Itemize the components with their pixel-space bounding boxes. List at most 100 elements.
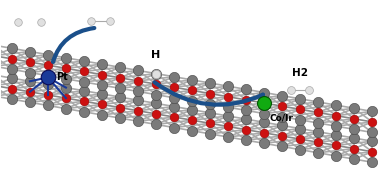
Point bbox=[297, 108, 303, 111]
Point bbox=[81, 89, 87, 92]
Point bbox=[171, 86, 177, 89]
Point bbox=[63, 56, 69, 59]
FancyArrowPatch shape bbox=[155, 82, 263, 105]
Point bbox=[333, 125, 339, 128]
Point bbox=[333, 155, 339, 157]
Point bbox=[225, 115, 231, 117]
Point bbox=[225, 136, 231, 138]
Text: H: H bbox=[151, 49, 161, 60]
Point bbox=[189, 129, 195, 132]
Point bbox=[243, 88, 249, 91]
Point bbox=[261, 131, 267, 134]
Point bbox=[171, 126, 177, 129]
Point bbox=[243, 98, 249, 101]
Point bbox=[369, 140, 375, 143]
Point bbox=[81, 100, 87, 103]
Point bbox=[9, 47, 15, 50]
Point bbox=[88, 19, 94, 22]
Point bbox=[207, 111, 213, 114]
Point bbox=[117, 66, 123, 69]
Point bbox=[15, 21, 21, 24]
Point bbox=[351, 147, 357, 150]
Point bbox=[9, 77, 15, 80]
Point bbox=[153, 93, 159, 96]
Point bbox=[45, 53, 51, 56]
Text: Co/Ir: Co/Ir bbox=[270, 114, 294, 122]
Point bbox=[135, 90, 141, 93]
Point bbox=[261, 102, 267, 104]
Point bbox=[99, 73, 105, 76]
Point bbox=[189, 78, 195, 81]
Point bbox=[243, 118, 249, 121]
Point bbox=[27, 50, 33, 53]
Point bbox=[369, 161, 375, 164]
Point bbox=[315, 130, 321, 133]
Point bbox=[333, 104, 339, 107]
Point bbox=[351, 117, 357, 120]
Point bbox=[297, 127, 303, 130]
Point bbox=[135, 99, 141, 102]
Point bbox=[153, 123, 159, 126]
Point bbox=[45, 93, 51, 96]
Point bbox=[81, 70, 87, 73]
Point bbox=[279, 105, 285, 108]
Point bbox=[369, 131, 375, 134]
Point bbox=[38, 21, 44, 24]
Point bbox=[81, 110, 87, 113]
Point bbox=[63, 97, 69, 100]
Point bbox=[351, 158, 357, 161]
Point bbox=[9, 57, 15, 60]
Point bbox=[315, 141, 321, 144]
Point bbox=[333, 134, 339, 136]
Point bbox=[63, 67, 69, 70]
Text: Pt: Pt bbox=[56, 72, 68, 82]
Point bbox=[279, 115, 285, 118]
Point bbox=[117, 117, 123, 119]
Point bbox=[261, 91, 267, 94]
Point bbox=[153, 72, 159, 75]
Point bbox=[351, 128, 357, 131]
Point bbox=[351, 137, 357, 140]
Point bbox=[63, 77, 69, 80]
Point bbox=[189, 119, 195, 122]
Point bbox=[153, 102, 159, 105]
Point bbox=[279, 124, 285, 127]
Point bbox=[81, 59, 87, 62]
Point bbox=[333, 144, 339, 147]
Point bbox=[27, 61, 33, 63]
Point bbox=[351, 107, 357, 110]
Point bbox=[27, 80, 33, 83]
Point bbox=[189, 89, 195, 92]
Point bbox=[27, 101, 33, 104]
Point bbox=[117, 87, 123, 90]
Point bbox=[45, 83, 51, 86]
Point bbox=[207, 122, 213, 125]
Point bbox=[171, 116, 177, 119]
Point bbox=[279, 135, 285, 137]
Point bbox=[297, 118, 303, 121]
Point bbox=[315, 122, 321, 124]
Point bbox=[243, 128, 249, 131]
Point bbox=[9, 68, 15, 71]
Point bbox=[107, 19, 113, 22]
Point bbox=[225, 125, 231, 128]
Point bbox=[153, 83, 159, 85]
Point bbox=[117, 76, 123, 79]
Point bbox=[117, 96, 123, 98]
Point bbox=[207, 103, 213, 106]
Point bbox=[261, 112, 267, 115]
Point bbox=[261, 121, 267, 124]
Point bbox=[333, 114, 339, 117]
Point bbox=[225, 85, 231, 88]
Point bbox=[135, 109, 141, 112]
Point bbox=[63, 107, 69, 110]
Point bbox=[9, 87, 15, 90]
Point bbox=[369, 110, 375, 113]
Point bbox=[369, 150, 375, 153]
Text: H2: H2 bbox=[292, 68, 308, 78]
Point bbox=[99, 84, 105, 87]
Point bbox=[261, 102, 267, 104]
Point bbox=[243, 109, 249, 112]
Point bbox=[45, 64, 51, 67]
Point bbox=[171, 96, 177, 99]
